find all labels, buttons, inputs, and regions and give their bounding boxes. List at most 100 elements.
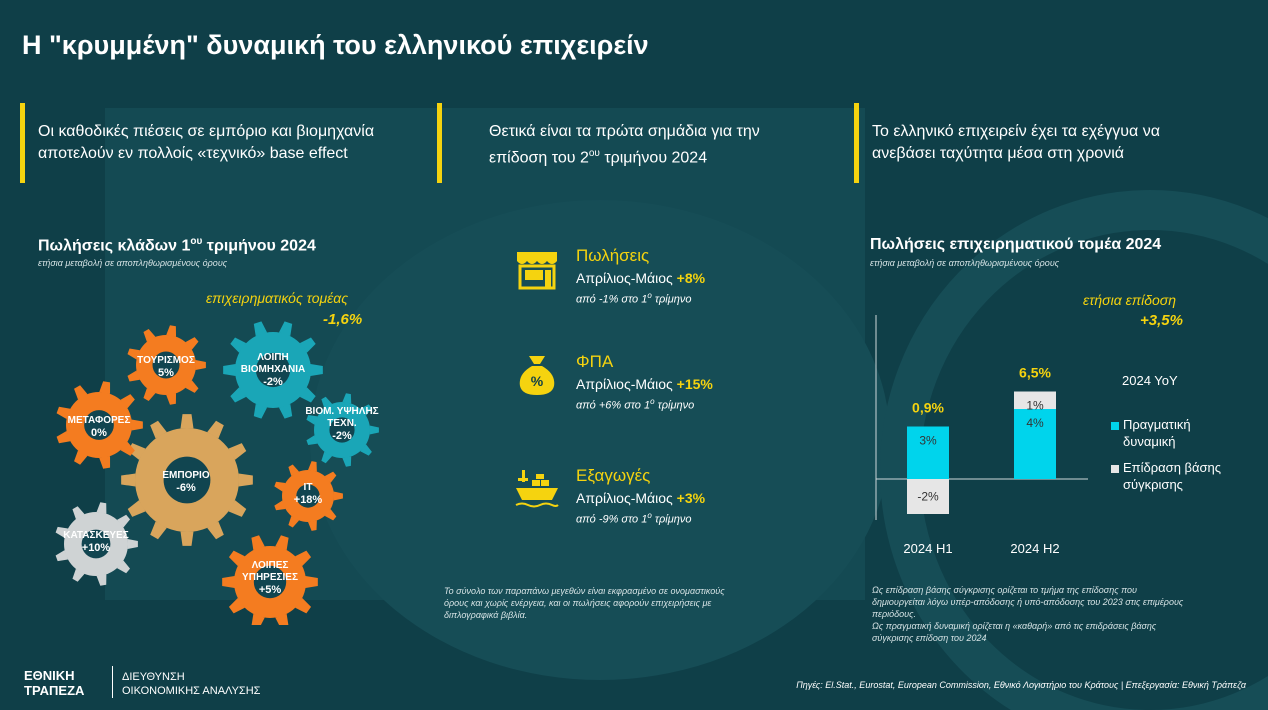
legend-swatch-real [1111,422,1119,430]
bar-segment-real [907,426,949,479]
metric-period: Απρίλιος-Μάιος [576,490,677,506]
business-sales-bar-chart: 3% -2% 0,9% 2024 H1 4% 1% 6,5% 2024 H2 [875,315,1088,556]
note-text: τρίμηνο [651,293,692,306]
column-header-speed-up: Το ελληνικό επιχειρείν έχει τα εχέγγυα ν… [854,103,1254,183]
footnote-line: διπλογραφικά βιβλία. [444,610,528,620]
sources-note: Πηγές: El.Stat., Eurostat, European Comm… [796,680,1246,690]
segment-label: 3% [919,434,937,448]
gear-sector-value: -6% [176,482,196,494]
column-header-line: Θετικά είναι τα πρώτα σημάδια για την [489,123,760,140]
storefront-icon [517,252,557,290]
column-header-line: Οι καθοδικές πιέσεις σε εμπόριο και βιομ… [38,123,375,140]
sector-gears-graphic [55,321,379,625]
gear-label: ΚΑΤΑΣΚΕΥΕΣ +10% [46,530,146,554]
gear-sector-name: ΤΟΥΡΙΣΜΟΣ [137,355,195,366]
dept-line: ΟΙΚΟΝΟΜΙΚΗΣ ΑΝΑΛΥΣΗΣ [122,685,261,697]
gear-sector-value: -2% [332,430,352,442]
segment-label: 4% [1026,416,1044,430]
total-label: 6,5% [1019,365,1051,381]
sector-sales-title: Πωλήσεις κλάδων 1ου τριμήνου 2024 [38,236,316,255]
gear-1 [127,325,206,405]
metric-value: +8% [676,270,706,286]
metric-note: από -1% στο 1ο τρίμηνο [576,291,691,306]
gear-hub [84,410,114,440]
gear-sector-name: ΕΜΠΟΡΙΟ [162,470,210,481]
column-header-line: τριμήνου 2024 [599,149,708,167]
footnote-line: Ως πραγματική δυναμική ορίζεται η «καθαρ… [872,621,1157,631]
segment-label: 1% [1026,399,1044,413]
column-header-trade-industry: Οι καθοδικές πιέσεις σε εμπόριο και βιομ… [20,103,440,183]
svg-text:%: % [531,373,544,389]
accent-bar [20,103,25,183]
right-footnote: Ως επίδραση βάσης σύγκρισης ορίζεται το … [872,584,1232,644]
gear-7 [222,535,318,625]
note-text: από -9% στο 1 [576,513,648,526]
gear-hub [329,417,355,443]
gear-sector-name: ΚΑΤΑΣΚΕΥΕΣ [63,530,129,541]
metric-note: από +6% στο 1ο τρίμηνο [576,397,694,412]
money-bag-icon: % [519,356,555,395]
footnote-line: σύγκρισης επίδοση του 2024 [872,633,987,643]
gear-label: ΤΟΥΡΙΣΜΟΣ 5% [116,355,216,379]
footnote-line: Το σύνολο των παραπάνω μεγεθών είναι εκφ… [444,586,725,596]
business-sector-value: -1,6% [323,311,363,328]
gear-label: IT +18% [258,482,358,506]
business-sector-label: επιχειρηματικός τομέας [206,290,349,306]
note-text: από -1% στο 1 [576,293,648,306]
gear-3 [306,393,379,467]
title-text: τριμήνου 2024 [202,237,316,255]
footnote-line: όρους και χωρίς ενέργεια, και οι πωλήσει… [444,598,712,608]
cargo-ship-icon [515,470,559,508]
metric-title: Πωλήσεις [576,246,650,265]
gear-sector-value: +10% [81,542,111,554]
metric-line: Απρίλιος-Μάιος +3% [576,490,705,506]
metric-note: από -9% στο 1ο τρίμηνο [576,511,691,526]
title-text: Πωλήσεις κλάδων 1 [38,237,191,255]
gear-6 [55,502,138,586]
middle-footnote: Το σύνολο των παραπάνω μεγεθών είναι εκφ… [444,585,774,621]
gear-label: ΕΜΠΟΡΙΟ -6% [136,470,236,494]
metric-line: Απρίλιος-Μάιος +8% [576,270,705,286]
gear-hub [255,352,291,388]
gear-0 [121,414,253,546]
logo-text: ΕΘΝΙΚΗ [24,668,75,683]
gear-sector-value: -2% [263,376,283,388]
superscript: ο [647,511,652,520]
gear-sector-name: ΒΙΟΜ. ΥΨΗΛΗΣ ΤΕΧΝ. [305,406,379,429]
logo-divider [112,666,113,698]
footnote-line: Ως επίδραση βάσης σύγκρισης ορίζεται το … [872,585,1137,595]
gear-sector-name: ΛΟΙΠΗ ΒΙΟΜΗΧΑΝΙΑ [240,352,306,375]
segment-label: -2% [917,490,939,504]
bar-segment-real [1014,409,1056,479]
gear-label: ΛΟΙΠΗ ΒΙΟΜΗΧΑΝΙΑ -2% [233,352,313,388]
superscript: ου [190,236,203,247]
logo-text: ΤΡΑΠΕΖΑ [24,683,85,698]
metric-period: Απρίλιος-Μάιος [576,376,677,392]
gear-2 [223,321,323,419]
total-label: 0,9% [912,400,944,416]
metric-period: Απρίλιος-Μάιος [576,270,677,286]
legend-swatch-base [1111,465,1119,473]
gear-sector-name: IT [303,482,313,493]
legend-item-real: Πραγματική δυναμική [1123,417,1191,449]
metric-title: Εξαγωγές [576,466,651,485]
page-title: Η "κρυμμένη" δυναμική του ελληνικού επιχ… [22,30,649,60]
bar-segment-base [1014,391,1056,409]
column-header-line: επίδοση του 2 [489,149,589,167]
category-label: 2024 H1 [903,541,952,556]
note-text: τρίμηνο [654,399,695,412]
gear-sector-value: 0% [91,427,107,439]
accent-bar [854,103,859,183]
superscript: ο [647,291,652,300]
legend-item-base: Επίδραση βάσης σύγκρισης [1123,460,1222,492]
column-header-line: Το ελληνικό επιχειρείν έχει τα εχέγγυα ν… [872,123,1160,140]
column-header-line: αποτελούν εν πολλοίς «τεχνικό» base effe… [38,145,348,162]
business-sales-title: Πωλήσεις επιχειρηματικού τομέα 2024 [870,236,1162,253]
gear-sector-value: 5% [158,367,174,379]
metric-line: Απρίλιος-Μάιος +15% [576,376,713,392]
annual-performance-value: +3,5% [1140,312,1183,329]
superscript: ου [588,148,600,159]
gear-sector-value: +5% [258,584,282,596]
column-header-line: ανεβάσει ταχύτητα μέσα στη χρονιά [872,145,1125,162]
